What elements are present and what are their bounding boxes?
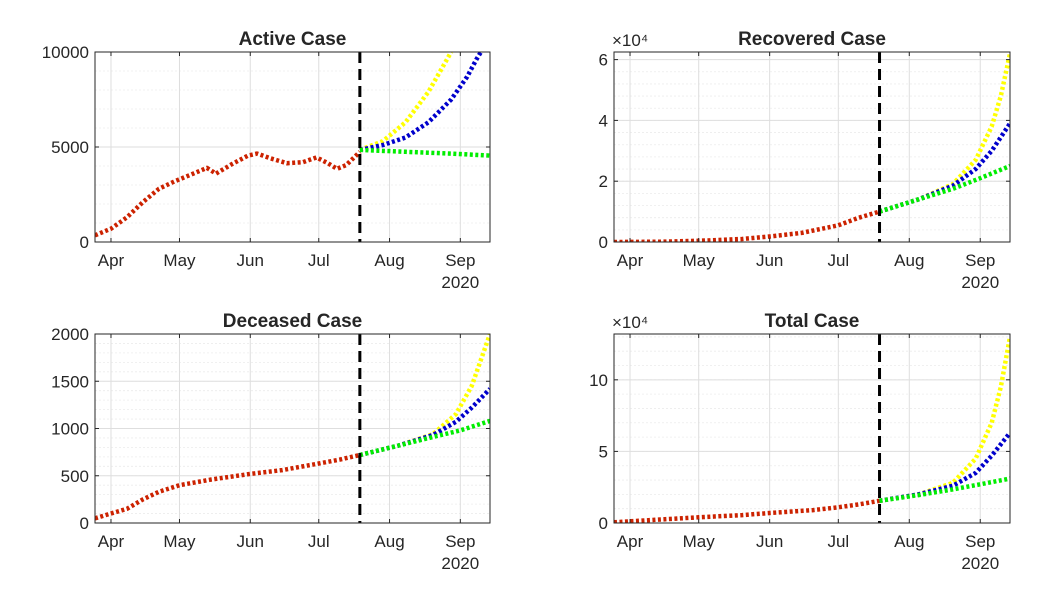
x-tick-label: Aug xyxy=(374,532,404,551)
y-tick-label: 5 xyxy=(599,442,608,461)
chart-title: Deceased Case xyxy=(223,311,362,332)
series-line-3 xyxy=(879,431,1010,504)
x-tick-label: Sep xyxy=(445,532,475,551)
y-multiplier-label: ×10⁴ xyxy=(612,313,648,332)
y-tick-label: 10 xyxy=(589,371,608,390)
x-tick-label: Jul xyxy=(827,532,849,551)
x-tick-label: Jul xyxy=(308,251,330,270)
x-tick-label: Aug xyxy=(374,251,404,270)
axes-box xyxy=(613,333,1011,524)
y-tick-label: 2000 xyxy=(51,325,89,344)
x-tick-label: May xyxy=(683,251,716,270)
x-tick-label: Apr xyxy=(98,532,125,551)
x-tick-label: Jun xyxy=(237,532,264,551)
chart-panel-4: 0 5 10 Apr May Jun Jul Aug Sep 2020 ×10⁴ Total Case xyxy=(589,311,1011,573)
series-line-1 xyxy=(95,150,362,238)
series-line-1 xyxy=(614,209,881,242)
series-line-3 xyxy=(359,387,490,458)
x-tick-label: Jun xyxy=(756,532,783,551)
y-tick-label: 500 xyxy=(61,467,89,486)
series-line-2 xyxy=(879,336,1010,504)
chart-panel-2: 0 2 4 6 Apr May Jun Jul Aug Sep 2020 ×10⁴ Recovered … xyxy=(599,29,1011,292)
x-tick-label: Jul xyxy=(827,251,849,270)
axes-box xyxy=(613,51,1011,243)
y-tick-label: 0 xyxy=(80,233,89,252)
y-tick-label: 6 xyxy=(599,51,608,70)
x-tick-label: May xyxy=(683,532,716,551)
y-multiplier-label: ×10⁴ xyxy=(612,31,648,50)
y-tick-label: 4 xyxy=(599,111,608,130)
series-group xyxy=(95,52,490,238)
series-group xyxy=(95,334,490,521)
x-tick-label: Aug xyxy=(894,532,924,551)
x-tick-label: Jun xyxy=(756,251,783,270)
y-tick-label: 10000 xyxy=(42,43,89,62)
series-line-2 xyxy=(359,52,454,153)
chart-title: Recovered Case xyxy=(738,29,886,50)
y-tick-label: 1000 xyxy=(51,420,89,439)
x-tick-label: May xyxy=(163,532,196,551)
chart-panel-3: 0 500 1000 1500 2000 Apr May Jun Jul Aug Sep 2020 De… xyxy=(51,311,491,573)
series-line-4 xyxy=(359,147,490,158)
x-tick-label: Sep xyxy=(965,532,995,551)
series-group xyxy=(614,53,1010,242)
x-tick-label: Apr xyxy=(98,251,125,270)
series-line-3 xyxy=(878,122,1010,214)
series-line-1 xyxy=(95,452,361,521)
chart-title: Total Case xyxy=(765,311,860,332)
series-group xyxy=(614,336,1010,523)
x-year-label: 2020 xyxy=(961,273,999,292)
x-tick-label: Apr xyxy=(617,532,644,551)
x-tick-label: Jul xyxy=(308,532,330,551)
x-tick-label: May xyxy=(163,251,196,270)
series-line-4 xyxy=(879,476,1010,504)
x-year-label: 2020 xyxy=(441,554,479,573)
x-year-label: 2020 xyxy=(441,273,479,292)
x-tick-label: Sep xyxy=(965,251,995,270)
series-line-4 xyxy=(878,163,1010,214)
x-tick-label: Jun xyxy=(237,251,264,270)
chart-title: Active Case xyxy=(239,29,347,50)
chart-panel-1: 0 5000 10000 Apr May Jun Jul Aug Sep 2020 Active C… xyxy=(42,29,491,292)
x-year-label: 2020 xyxy=(961,554,999,573)
series-line-1 xyxy=(614,498,880,523)
y-tick-label: 2 xyxy=(599,172,608,191)
y-tick-label: 0 xyxy=(80,514,89,533)
y-tick-label: 5000 xyxy=(51,138,89,157)
y-tick-label: 1500 xyxy=(51,372,89,391)
y-tick-label: 0 xyxy=(599,514,608,533)
series-line-3 xyxy=(359,52,483,153)
y-tick-label: 0 xyxy=(599,233,608,252)
x-tick-label: Aug xyxy=(894,251,924,270)
x-tick-label: Sep xyxy=(445,251,475,270)
x-tick-label: Apr xyxy=(617,251,644,270)
